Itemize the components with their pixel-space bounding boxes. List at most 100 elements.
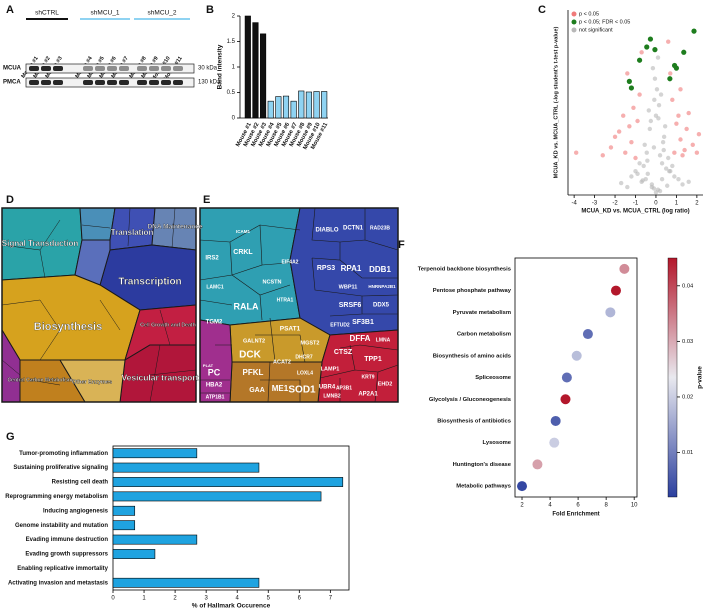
point bbox=[653, 190, 659, 195]
point bbox=[600, 153, 605, 158]
y-tick-label: Reprogramming energy metabolism bbox=[5, 494, 108, 500]
band bbox=[29, 66, 39, 71]
map-label: AP2A1 bbox=[358, 392, 378, 398]
panel-label: A bbox=[6, 4, 14, 16]
blot-frame bbox=[25, 63, 195, 74]
map-label: DNA Maintenance bbox=[147, 224, 202, 231]
band bbox=[119, 80, 129, 85]
point bbox=[637, 161, 642, 166]
point bbox=[644, 44, 650, 50]
point bbox=[654, 87, 660, 92]
bar bbox=[260, 33, 267, 119]
row-label: PMCA bbox=[3, 80, 21, 86]
frame bbox=[514, 257, 638, 498]
y-tick-label: Evading growth suppressors bbox=[25, 552, 108, 558]
point bbox=[573, 150, 579, 155]
bar bbox=[282, 95, 290, 119]
map-label: Other Enzymes bbox=[72, 379, 112, 385]
map-label: Signal Transduction bbox=[2, 239, 79, 248]
dot bbox=[610, 285, 621, 296]
point bbox=[656, 102, 662, 108]
x-tick-label: 5 bbox=[267, 596, 271, 602]
y-axis-label: Band intensity bbox=[217, 44, 224, 89]
y-tick-label: Pyruvate metabolism bbox=[453, 310, 511, 316]
band bbox=[161, 80, 171, 85]
point bbox=[666, 155, 671, 161]
point bbox=[670, 163, 675, 169]
bar bbox=[112, 448, 198, 459]
point bbox=[662, 124, 668, 129]
group-label: shMCU_1 bbox=[91, 10, 120, 17]
band bbox=[41, 66, 51, 71]
point bbox=[686, 110, 691, 116]
map-label: DCK bbox=[239, 350, 261, 361]
y-tick-label: 1 bbox=[232, 65, 236, 71]
map-label: Cell Growth and Death bbox=[140, 322, 196, 328]
point bbox=[642, 142, 647, 147]
point bbox=[674, 121, 679, 126]
dot bbox=[532, 459, 543, 470]
point bbox=[696, 132, 702, 137]
map-label: LMNA bbox=[376, 337, 391, 343]
row-label: MCUA bbox=[3, 66, 22, 72]
x-tick-label: 0 bbox=[654, 201, 658, 207]
x-tick-label: 4 bbox=[548, 503, 552, 509]
point bbox=[623, 150, 628, 155]
map-label: SRSF6 bbox=[339, 302, 362, 309]
map-label: DIABLO bbox=[316, 228, 339, 234]
map-label: PC bbox=[208, 367, 221, 377]
x-axis-label: % of Hallmark Occurence bbox=[192, 603, 271, 610]
panel-label: E bbox=[203, 194, 210, 206]
bar bbox=[252, 22, 259, 119]
map-label: Transcription bbox=[118, 277, 181, 288]
x-tick-label: 3 bbox=[204, 596, 208, 602]
band bbox=[161, 66, 171, 71]
cell-lines bbox=[1, 207, 197, 403]
map-label: Biosynthesis bbox=[34, 321, 102, 333]
point bbox=[686, 179, 691, 184]
y-tick-label: Biosynthesis of antibiotics bbox=[437, 418, 511, 424]
point bbox=[636, 57, 643, 63]
y-tick-label: Biosynthesis of amino acids bbox=[433, 353, 511, 359]
bar bbox=[112, 520, 136, 531]
point bbox=[657, 188, 663, 194]
point bbox=[661, 134, 667, 140]
map-label: CTSZ bbox=[334, 349, 353, 356]
point bbox=[647, 126, 653, 132]
point bbox=[694, 150, 700, 155]
bar bbox=[305, 91, 312, 119]
map-label: KRT9 bbox=[361, 374, 374, 380]
band bbox=[95, 66, 105, 71]
point bbox=[672, 150, 677, 155]
y-axis-label: MCUA_KD vs. MCUA_CTRL (-log student's t-… bbox=[553, 27, 559, 179]
band bbox=[83, 80, 93, 85]
y-tick-label: 0.5 bbox=[227, 90, 236, 96]
point bbox=[641, 163, 646, 169]
legend-label: p < 0.05; FDR < 0.05 bbox=[579, 19, 630, 25]
point bbox=[676, 113, 681, 118]
panel-label: B bbox=[206, 4, 214, 16]
point bbox=[659, 176, 665, 182]
map-label: ACAT2 bbox=[273, 359, 291, 365]
y-tick-label: Evading immune destruction bbox=[26, 537, 109, 543]
y-tick-label: 2 bbox=[232, 14, 236, 20]
band bbox=[83, 66, 93, 71]
colorbar-label: p-value bbox=[697, 366, 704, 389]
map-label: UBR4 bbox=[319, 385, 336, 391]
point bbox=[670, 97, 675, 103]
point bbox=[616, 129, 622, 134]
map-label: ICAM1 bbox=[236, 229, 250, 234]
point bbox=[668, 71, 673, 76]
map-label: DCTN1 bbox=[343, 226, 364, 232]
y-tick-label: Enabling replicative immortality bbox=[17, 566, 108, 572]
map-label: ATP1B1 bbox=[206, 394, 225, 400]
map-label: Vesicular transport bbox=[121, 372, 198, 382]
bar bbox=[321, 91, 328, 119]
band bbox=[137, 80, 147, 85]
point bbox=[629, 174, 634, 179]
band bbox=[107, 66, 117, 71]
frame bbox=[112, 445, 350, 591]
x-axis-label: MCUA_KD vs. MCUA_CTRL (log ratio) bbox=[581, 209, 689, 215]
